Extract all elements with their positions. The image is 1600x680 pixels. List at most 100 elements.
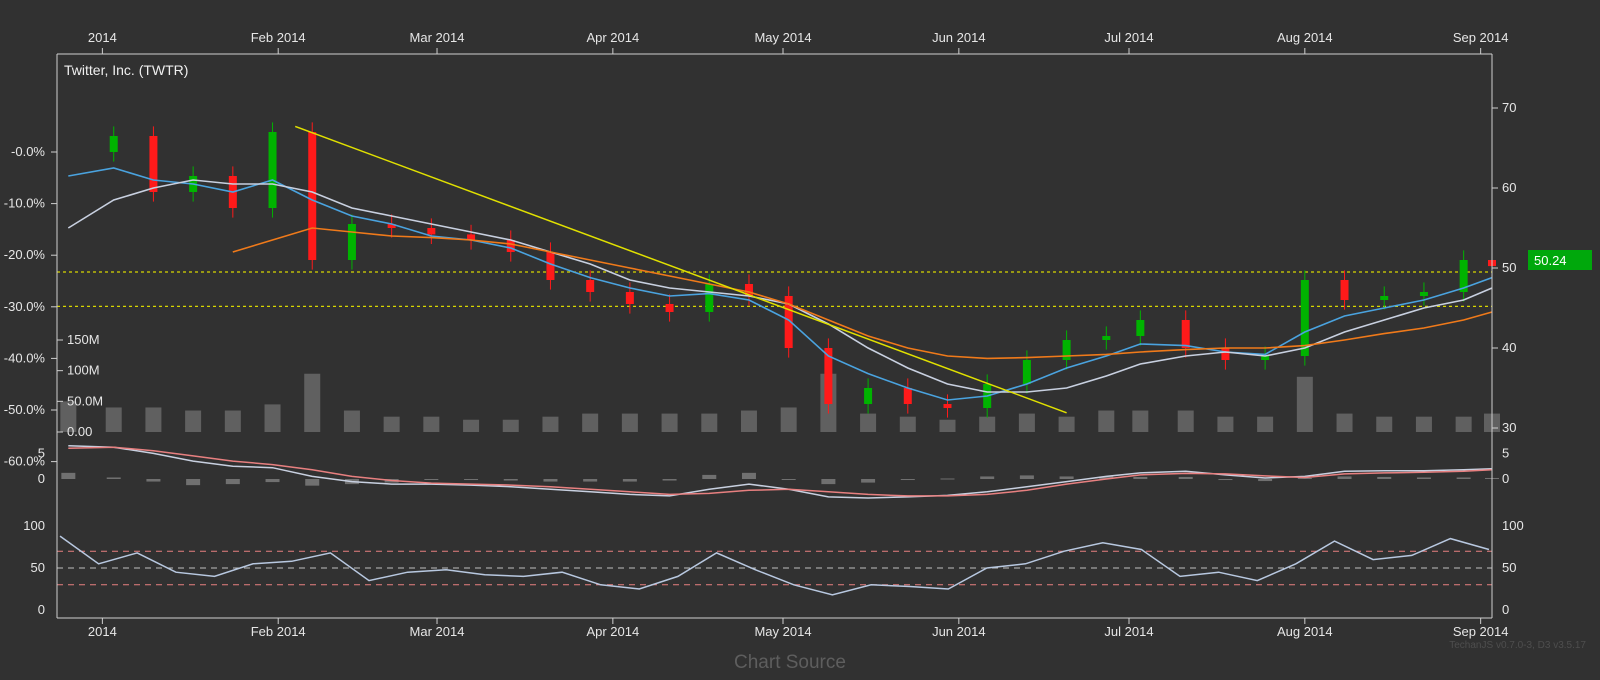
- volume-bar: [740, 410, 757, 432]
- volume-bars: [60, 373, 1500, 432]
- rsi-tick-label-right: 0: [1502, 602, 1509, 617]
- percent-tick-label: -60.0%: [4, 454, 46, 469]
- candle-body: [903, 388, 912, 404]
- volume-bar: [1177, 410, 1194, 432]
- rsi-tick-label-left: 100: [23, 518, 45, 533]
- macd-histogram-bar: [900, 479, 915, 481]
- volume-tick-label: 100M: [67, 363, 100, 378]
- volume-bar: [1296, 376, 1313, 432]
- version-label: TechanJS v0.7.0-3, D3 v3.5.17: [1449, 640, 1586, 651]
- price-tick-label: 70: [1502, 100, 1516, 115]
- candle-body: [1340, 280, 1349, 300]
- volume-bar: [60, 401, 77, 432]
- volume-bar: [343, 410, 360, 432]
- ma-line-sma: [67, 179, 1493, 393]
- percent-tick-label: -0.0%: [11, 144, 45, 159]
- chart-source-link[interactable]: Chart Source: [734, 652, 846, 673]
- macd-histogram-bar: [583, 479, 598, 482]
- x-tick-label-top: Mar 2014: [410, 30, 465, 45]
- rsi-tick-label-right: 50: [1502, 560, 1516, 575]
- macd-histogram-bar: [1456, 477, 1471, 479]
- x-tick-label-bottom: Mar 2014: [410, 624, 465, 639]
- volume-bar: [979, 416, 996, 432]
- trendline[interactable]: [294, 125, 1067, 414]
- candle-body: [149, 136, 158, 192]
- ma-line-ema: [68, 167, 1493, 401]
- chart-axes: 2014 2014 Feb 2014 Feb 2014 Mar 2014 Mar 2014…: [4, 30, 1517, 639]
- volume-bar: [780, 407, 797, 432]
- candle-body: [427, 228, 436, 235]
- candle-body: [625, 292, 634, 304]
- volume-bar: [661, 413, 678, 432]
- macd-histogram-bar: [980, 476, 995, 479]
- rsi-tick-label-left: 0: [38, 602, 45, 617]
- x-tick-label-top: Apr 2014: [586, 30, 639, 45]
- x-tick-label-bottom: May 2014: [754, 624, 811, 639]
- macd-histogram-bar: [861, 479, 876, 483]
- candle-body: [347, 224, 356, 260]
- x-tick-label-top: Aug 2014: [1277, 30, 1333, 45]
- volume-bar: [1058, 416, 1075, 432]
- macd-tick-label-right: 0: [1502, 471, 1509, 486]
- candle-body: [943, 404, 952, 408]
- volume-bar: [701, 413, 718, 432]
- volume-tick-label: 0.00: [67, 424, 92, 439]
- volume-bar: [1217, 416, 1234, 432]
- macd-tick-label-right: 5: [1502, 445, 1509, 460]
- macd-histogram-bar: [305, 479, 320, 486]
- candle-body: [705, 284, 714, 312]
- volume-bar: [224, 410, 241, 432]
- volume-bar: [264, 404, 281, 432]
- candle-body: [586, 280, 595, 292]
- candle-body: [1102, 336, 1111, 340]
- candle-body: [1062, 340, 1071, 360]
- macd-histogram-bar: [1337, 476, 1352, 479]
- volume-bar: [304, 373, 321, 432]
- moving-average-lines: [67, 167, 1493, 401]
- rsi-panel: 0 0 50 50 100 100: [23, 518, 1523, 617]
- last-price-badge: 50.24: [1528, 250, 1592, 270]
- ma-line-sma-long: [232, 227, 1493, 360]
- percent-tick-label: -30.0%: [4, 299, 46, 314]
- trendline-segment[interactable]: [294, 125, 1067, 414]
- volume-bar: [542, 416, 559, 432]
- candle-body: [1419, 292, 1428, 296]
- macd-histogram-bar: [1377, 476, 1392, 479]
- volume-bar: [383, 416, 400, 432]
- candle-body: [467, 234, 476, 240]
- candle-body: [1221, 348, 1230, 360]
- candle-body: [1380, 296, 1389, 300]
- volume-bar: [1018, 413, 1035, 432]
- volume-bar: [582, 413, 599, 432]
- volume-bar: [1336, 413, 1353, 432]
- x-tick-label-bottom: 2014: [88, 624, 117, 639]
- price-tick-label: 40: [1502, 340, 1516, 355]
- macd-histogram-bar: [622, 479, 637, 482]
- macd-histogram-bar: [1416, 477, 1431, 479]
- volume-bar: [860, 413, 877, 432]
- volume-bar: [1415, 416, 1432, 432]
- rsi-line: [59, 535, 1490, 596]
- volume-bar: [105, 407, 122, 432]
- candle-body: [109, 136, 118, 152]
- candle-body: [665, 304, 674, 312]
- macd-histogram-bar: [543, 479, 558, 482]
- x-tick-label-bottom: Jun 2014: [932, 624, 986, 639]
- volume-bar: [1098, 410, 1115, 432]
- last-price-label: 50.24: [1534, 253, 1567, 268]
- percent-tick-label: -10.0%: [4, 196, 46, 211]
- volume-bar: [899, 416, 916, 432]
- macd-tick-label-left: 5: [38, 445, 45, 460]
- volume-bar: [1376, 416, 1393, 432]
- macd-histogram-bar: [821, 479, 836, 485]
- macd-histogram-bar: [1019, 475, 1034, 479]
- last-price-badge-bg: [1528, 250, 1592, 270]
- rsi-tick-label-left: 50: [31, 560, 45, 575]
- volume-tick-label: 50.0M: [67, 393, 103, 408]
- volume-bar: [185, 410, 202, 432]
- macd-histogram-bar: [186, 479, 201, 486]
- x-tick-label-top: Feb 2014: [251, 30, 306, 45]
- macd-histogram-bar: [1258, 479, 1273, 482]
- percent-tick-label: -40.0%: [4, 350, 46, 365]
- macd-panel: 0 0 5 5: [38, 444, 1509, 499]
